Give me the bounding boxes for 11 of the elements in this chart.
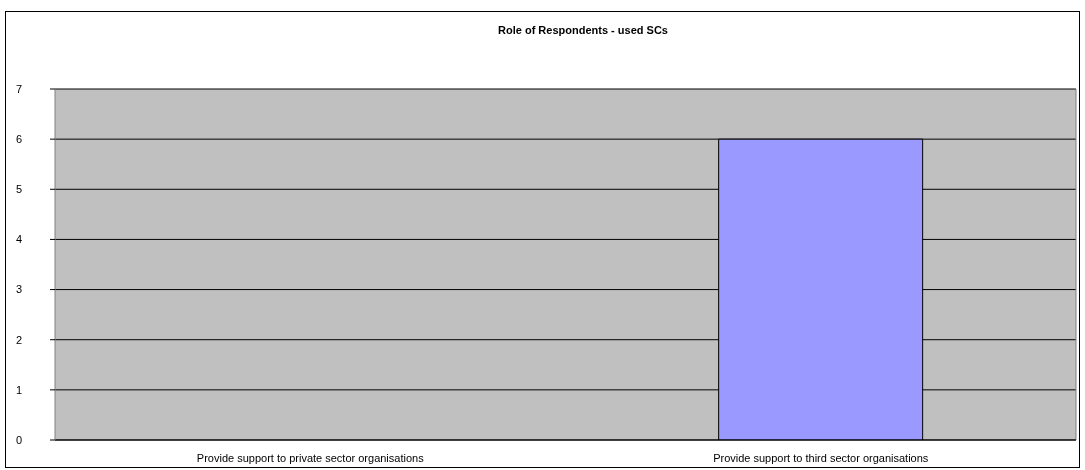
y-tick-label: 1 bbox=[15, 383, 22, 396]
y-tick-label: 6 bbox=[15, 133, 22, 146]
y-tick-label: 3 bbox=[15, 283, 22, 296]
y-tick-label: 5 bbox=[15, 183, 22, 196]
y-tick-label: 2 bbox=[15, 333, 22, 346]
x-tick-label: Provide support to third sector organisations bbox=[713, 451, 929, 464]
chart-title: Role of Respondents - used SCs bbox=[497, 24, 669, 36]
y-tick-label: 0 bbox=[15, 433, 22, 446]
x-tick-label: Provide support to private sector organisations bbox=[196, 451, 425, 464]
y-tick-label: 4 bbox=[15, 233, 22, 246]
y-tick-label: 7 bbox=[15, 82, 22, 95]
